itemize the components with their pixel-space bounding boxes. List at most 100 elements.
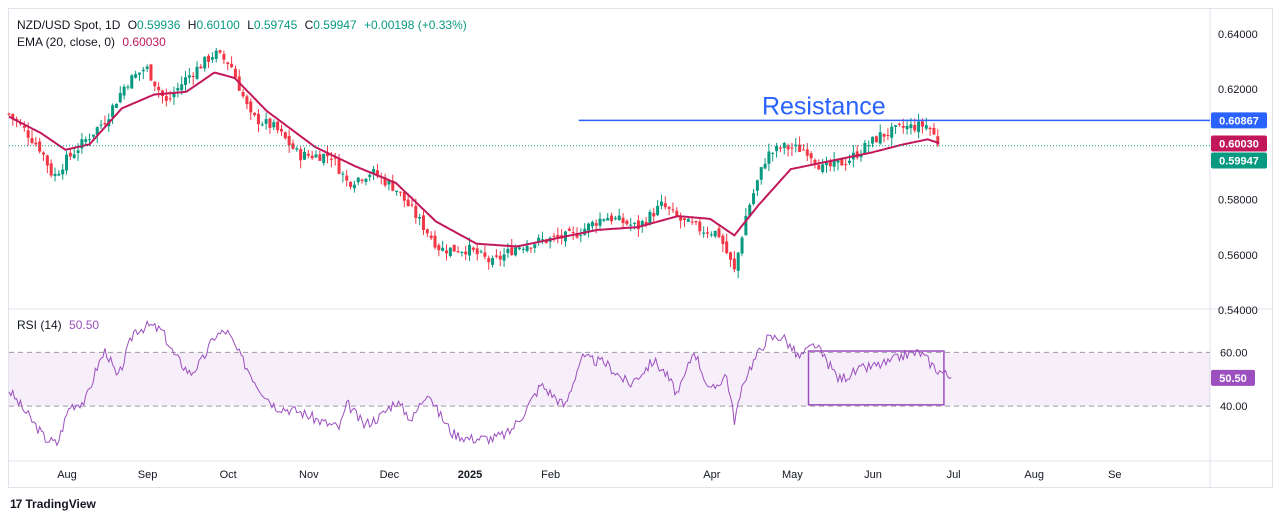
candle-body <box>483 252 487 257</box>
candle-body <box>53 173 57 177</box>
candle-body <box>798 144 802 152</box>
candle-body <box>398 191 402 193</box>
candle-body <box>26 130 30 138</box>
candle-body <box>890 126 894 138</box>
candle-body <box>717 228 721 238</box>
candle-body <box>468 244 472 256</box>
ema-legend: EMA (20, close, 0) 0.60030 <box>17 35 170 49</box>
candle-body <box>848 160 852 163</box>
candle-body <box>755 180 759 191</box>
candle-body <box>103 123 107 125</box>
candle-body <box>418 217 422 219</box>
candle-body <box>172 93 176 98</box>
candle-body <box>130 75 134 89</box>
low-label: L <box>247 18 254 32</box>
candle-body <box>763 163 767 169</box>
candle-body <box>613 217 617 220</box>
time-tick-label: Dec <box>380 469 400 481</box>
candle-body <box>180 84 184 91</box>
candle-body <box>897 123 901 125</box>
candle-body <box>203 56 207 69</box>
candle-body <box>575 233 579 238</box>
candle-body <box>287 136 291 146</box>
candle-body <box>322 154 326 164</box>
candle-body <box>905 125 909 130</box>
candle-body <box>111 105 115 118</box>
candle-body <box>153 81 157 87</box>
candle-body <box>329 158 333 160</box>
price-tick-label: 0.56000 <box>1218 250 1258 262</box>
candle-body <box>913 124 917 131</box>
tradingview-footer[interactable]: 17 TradingView <box>10 497 96 511</box>
candle-body <box>805 149 809 156</box>
candle-body <box>199 66 203 69</box>
candle-body <box>402 192 406 201</box>
candle-body <box>775 146 779 152</box>
ema-value: 0.60030 <box>122 35 166 49</box>
price-tag <box>1211 112 1267 129</box>
candle-body <box>57 173 61 176</box>
high-value: 0.60100 <box>196 18 240 32</box>
candle-body <box>556 234 560 238</box>
candle-body <box>475 248 479 255</box>
candle-body <box>429 235 433 239</box>
candle-body <box>871 136 875 144</box>
time-tick-label: Nov <box>299 469 319 481</box>
candle-body <box>752 193 756 204</box>
candle-body <box>233 68 237 78</box>
candle-body <box>218 50 222 53</box>
candle-body <box>709 234 713 236</box>
candle-body <box>395 190 399 192</box>
candle-body <box>844 164 848 166</box>
candle-body <box>387 180 391 185</box>
candle-body <box>686 218 690 222</box>
candle-body <box>644 221 648 225</box>
candle-body <box>279 128 283 132</box>
candle-body <box>168 98 172 100</box>
candle-body <box>391 180 395 191</box>
ema-line <box>8 71 940 248</box>
candle-body <box>786 145 790 150</box>
price-tick-label: 0.58000 <box>1218 195 1258 207</box>
candle-body <box>725 241 729 254</box>
rsi-line <box>8 319 952 447</box>
candle-body <box>602 219 606 221</box>
candle-body <box>207 55 211 62</box>
candle-body <box>375 170 379 177</box>
candle-body <box>283 132 287 139</box>
candle-body <box>740 237 744 254</box>
candle-body <box>567 228 571 231</box>
candle-body <box>494 255 498 257</box>
candle-body <box>729 252 733 260</box>
candle-body <box>310 155 314 159</box>
candle-body <box>909 124 913 129</box>
candle-body <box>452 244 456 252</box>
candle-body <box>372 168 376 174</box>
candle-body <box>836 160 840 163</box>
candle-body <box>122 86 126 96</box>
candle-body <box>72 154 76 158</box>
candle-body <box>141 69 145 72</box>
time-tick-label: Sep <box>138 469 158 481</box>
candle-body <box>95 127 99 135</box>
candle-body <box>867 145 871 147</box>
candle-body <box>253 112 257 116</box>
candle-body <box>145 66 149 69</box>
price-tag <box>1211 152 1267 169</box>
candle-body <box>487 258 491 263</box>
candle-body <box>22 125 26 128</box>
candle-body <box>368 174 372 178</box>
candle-body <box>667 206 671 209</box>
candle-body <box>617 215 621 221</box>
candle-body <box>410 204 414 206</box>
candle-body <box>606 218 610 221</box>
candle-body <box>45 155 49 166</box>
candle-body <box>80 139 84 149</box>
low-value: 0.59745 <box>253 18 298 32</box>
chart-frame <box>8 8 1273 488</box>
candles-group <box>7 47 940 279</box>
candle-body <box>195 66 199 79</box>
candle-body <box>698 221 702 232</box>
candle-body <box>874 136 878 143</box>
